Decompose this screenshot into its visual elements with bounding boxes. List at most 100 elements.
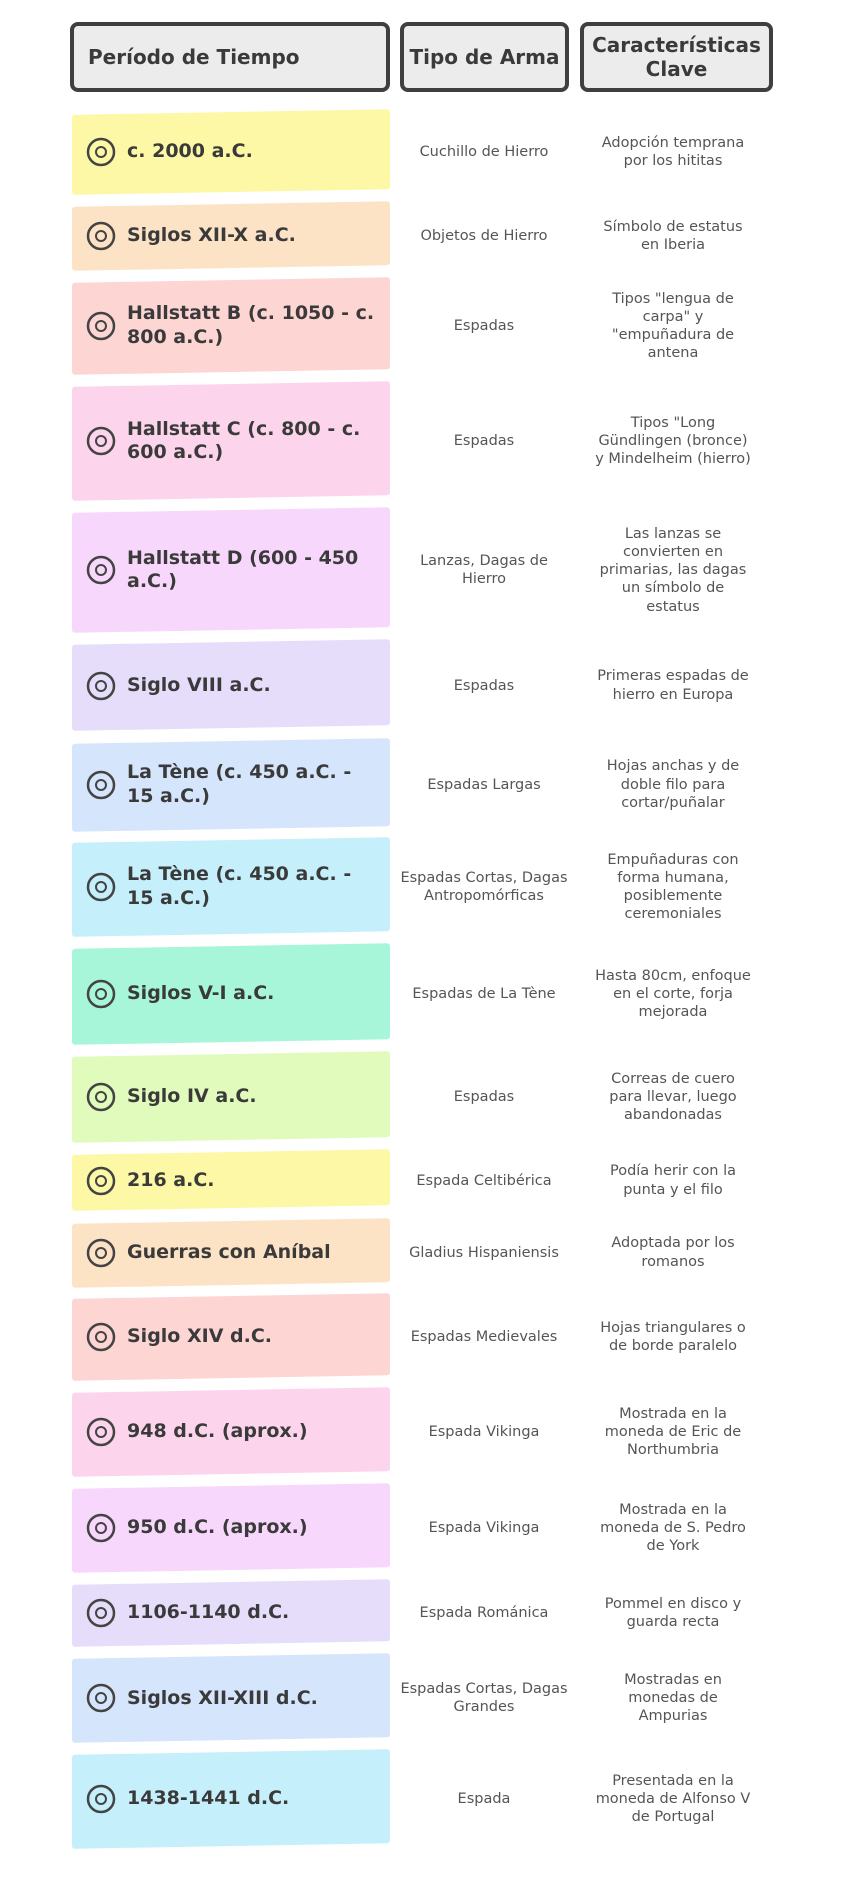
weapon-cell: Gladius Hispaniensis bbox=[409, 1244, 559, 1261]
period-cell: Siglo VIII a.C. bbox=[127, 673, 271, 696]
feature-cell: Mostradas en monedas de Ampurias bbox=[624, 1672, 722, 1725]
table-row: Hallstatt C (c. 800 - c. 600 a.C.) Espada… bbox=[0, 378, 852, 504]
table-row: Guerras con Aníbal Gladius Hispaniensis Ad… bbox=[0, 1215, 852, 1291]
icon bbox=[82, 1234, 120, 1276]
icon bbox=[82, 307, 120, 349]
period-cell: Siglos XII-X a.C. bbox=[127, 224, 296, 247]
table-row: Siglos XII-XIII d.C. Espadas Cortas, Daga… bbox=[0, 1650, 852, 1746]
weapon-cell: Espadas bbox=[453, 677, 515, 694]
feature-cell: Hojas anchas y de doble filo para cortar… bbox=[606, 758, 740, 811]
weapon-cell: Espada Románica bbox=[419, 1605, 549, 1622]
icon-graphic bbox=[86, 1166, 116, 1195]
weapon-cell: Espadas bbox=[453, 318, 515, 335]
period-cell: 1106-1140 d.C. bbox=[127, 1601, 290, 1624]
weapon-cell: Espada Celtibérica bbox=[416, 1172, 552, 1189]
table-row: Siglo XIV d.C. Espadas Medievales Hojas tr… bbox=[0, 1290, 852, 1384]
period-cell: La Tène (c. 450 a.C. - 15 a.C.) bbox=[127, 760, 352, 807]
feature-cell: Tipos "lengua de carpa" y "empuñadura de… bbox=[611, 290, 735, 362]
icon bbox=[82, 422, 120, 464]
table-row: 950 d.C. (aprox.) Espada Vikinga Mostrada … bbox=[0, 1480, 852, 1576]
table-row: Hallstatt B (c. 1050 - c. 800 a.C.) Espad… bbox=[0, 274, 852, 378]
feature-cell: Primeras espadas de hierro en Europa bbox=[597, 668, 749, 703]
icon-graphic bbox=[86, 427, 116, 456]
table-row: c. 2000 a.C. Cuchillo de Hierro Adopción t… bbox=[0, 106, 852, 198]
weapon-cell: Lanzas, Dagas de Hierro bbox=[420, 553, 548, 588]
icon bbox=[82, 766, 120, 808]
period-cell: Siglos XII-XIII d.C. bbox=[127, 1686, 318, 1709]
table-row: Siglos V-I a.C. Espadas de La Tène Hasta 8… bbox=[0, 940, 852, 1048]
icon bbox=[82, 1780, 120, 1822]
icon-graphic bbox=[86, 221, 116, 251]
weapon-cell: Espadas bbox=[453, 433, 515, 450]
icon-graphic bbox=[86, 872, 116, 902]
feature-cell: Hasta 80cm, enfoque en el corte, forja m… bbox=[595, 967, 751, 1021]
icon bbox=[82, 1509, 120, 1551]
feature-cell: Tipos "Long Gündlingen (bronce) y Mindel… bbox=[595, 415, 751, 468]
period-cell: 948 d.C. (aprox.) bbox=[127, 1420, 308, 1443]
icon-graphic bbox=[86, 1238, 116, 1267]
table-row: 948 d.C. (aprox.) Espada Vikinga Mostrada … bbox=[0, 1384, 852, 1480]
period-cell: Guerras con Aníbal bbox=[127, 1240, 331, 1263]
weapon-cell: Espada Vikinga bbox=[428, 1519, 540, 1536]
weapon-cell: Espada Vikinga bbox=[428, 1423, 540, 1440]
weapon-cell: Espadas Cortas, Dagas Antropomórficas bbox=[400, 870, 568, 905]
weapon-cell: Objetos de Hierro bbox=[420, 228, 548, 245]
period-cell: Siglos V-I a.C. bbox=[127, 982, 275, 1005]
table-row: La Tène (c. 450 a.C. - 15 a.C.) Espadas C… bbox=[0, 834, 852, 940]
table-row: Siglo VIII a.C. Espadas Primeras espadas d… bbox=[0, 636, 852, 734]
icon-graphic bbox=[86, 1684, 116, 1713]
table-row: Siglos XII-X a.C. Objetos de Hierro Símbol… bbox=[0, 198, 852, 274]
icon bbox=[82, 133, 120, 175]
weapon-cell: Espadas bbox=[453, 1089, 515, 1106]
period-cell: 216 a.C. bbox=[127, 1168, 215, 1191]
period-cell: 950 d.C. (aprox.) bbox=[127, 1516, 308, 1539]
icon-graphic bbox=[86, 556, 116, 585]
icon bbox=[82, 551, 120, 593]
period-cell: Hallstatt B (c. 1050 - c. 800 a.C.) bbox=[127, 302, 375, 349]
period-cell: Siglo XIV d.C. bbox=[127, 1325, 272, 1348]
icon bbox=[82, 1679, 120, 1721]
icon bbox=[82, 1413, 120, 1455]
icon bbox=[82, 1078, 120, 1120]
header-cell: Período de Tiempo bbox=[70, 22, 390, 92]
feature-cell: Adopción temprana por los hititas bbox=[601, 135, 745, 170]
weapon-cell: Cuchillo de Hierro bbox=[419, 144, 549, 161]
icon-graphic bbox=[86, 979, 116, 1009]
icon-graphic bbox=[86, 311, 116, 341]
table-row: La Tène (c. 450 a.C. - 15 a.C.) Espadas L… bbox=[0, 735, 852, 835]
icon-graphic bbox=[86, 137, 116, 167]
period-cell: Siglo IV a.C. bbox=[127, 1085, 257, 1108]
table-row: 1438-1441 d.C. Espada Presentada en la mon… bbox=[0, 1746, 852, 1852]
feature-cell: Mostrada en la moneda de S. Pedro de Yor… bbox=[600, 1501, 746, 1555]
header-cell: Tipo de Arma bbox=[400, 22, 569, 92]
weapon-cell: Espadas Medievales bbox=[410, 1329, 558, 1346]
period-cell: 1438-1441 d.C. bbox=[127, 1787, 290, 1810]
icon bbox=[82, 667, 120, 709]
table-row: Siglo IV a.C. Espadas Correas de cuero par… bbox=[0, 1048, 852, 1146]
feature-cell: Adoptada por los romanos bbox=[611, 1235, 735, 1270]
weapon-cell: Espadas de La Tène bbox=[412, 985, 556, 1002]
feature-cell: Mostrada en la moneda de Eric de Northum… bbox=[604, 1405, 742, 1459]
icon bbox=[82, 217, 120, 259]
feature-cell: Pommel en disco y guarda recta bbox=[604, 1596, 742, 1631]
weapon-cell: Espadas Cortas, Dagas Grandes bbox=[400, 1681, 568, 1716]
table-row: Hallstatt D (600 - 450 a.C.) Lanzas, Daga… bbox=[0, 504, 852, 636]
period-cell: La Tène (c. 450 a.C. - 15 a.C.) bbox=[127, 863, 352, 910]
icon-graphic bbox=[86, 1322, 116, 1352]
period-cell: Hallstatt D (600 - 450 a.C.) bbox=[127, 546, 359, 593]
icon-graphic bbox=[86, 671, 116, 700]
icon bbox=[82, 1162, 120, 1204]
period-cell: c. 2000 a.C. bbox=[127, 140, 253, 163]
table-row: 1106-1140 d.C. Espada Románica Pommel en d… bbox=[0, 1576, 852, 1650]
icon-graphic bbox=[86, 1082, 116, 1112]
table-row: 216 a.C. Espada Celtibérica Podía herir co… bbox=[0, 1146, 852, 1214]
feature-cell: Presentada en la moneda de Alfonso V de … bbox=[595, 1773, 751, 1826]
icon bbox=[82, 868, 120, 910]
feature-cell: Hojas triangulares o de borde paralelo bbox=[600, 1320, 746, 1355]
icon bbox=[82, 1594, 120, 1636]
icon bbox=[82, 1318, 120, 1360]
feature-cell: Empuñaduras con forma humana, posiblemen… bbox=[607, 851, 739, 923]
icon-graphic bbox=[86, 1784, 116, 1814]
feature-cell: Las lanzas se convierten en primarias, l… bbox=[599, 526, 747, 615]
